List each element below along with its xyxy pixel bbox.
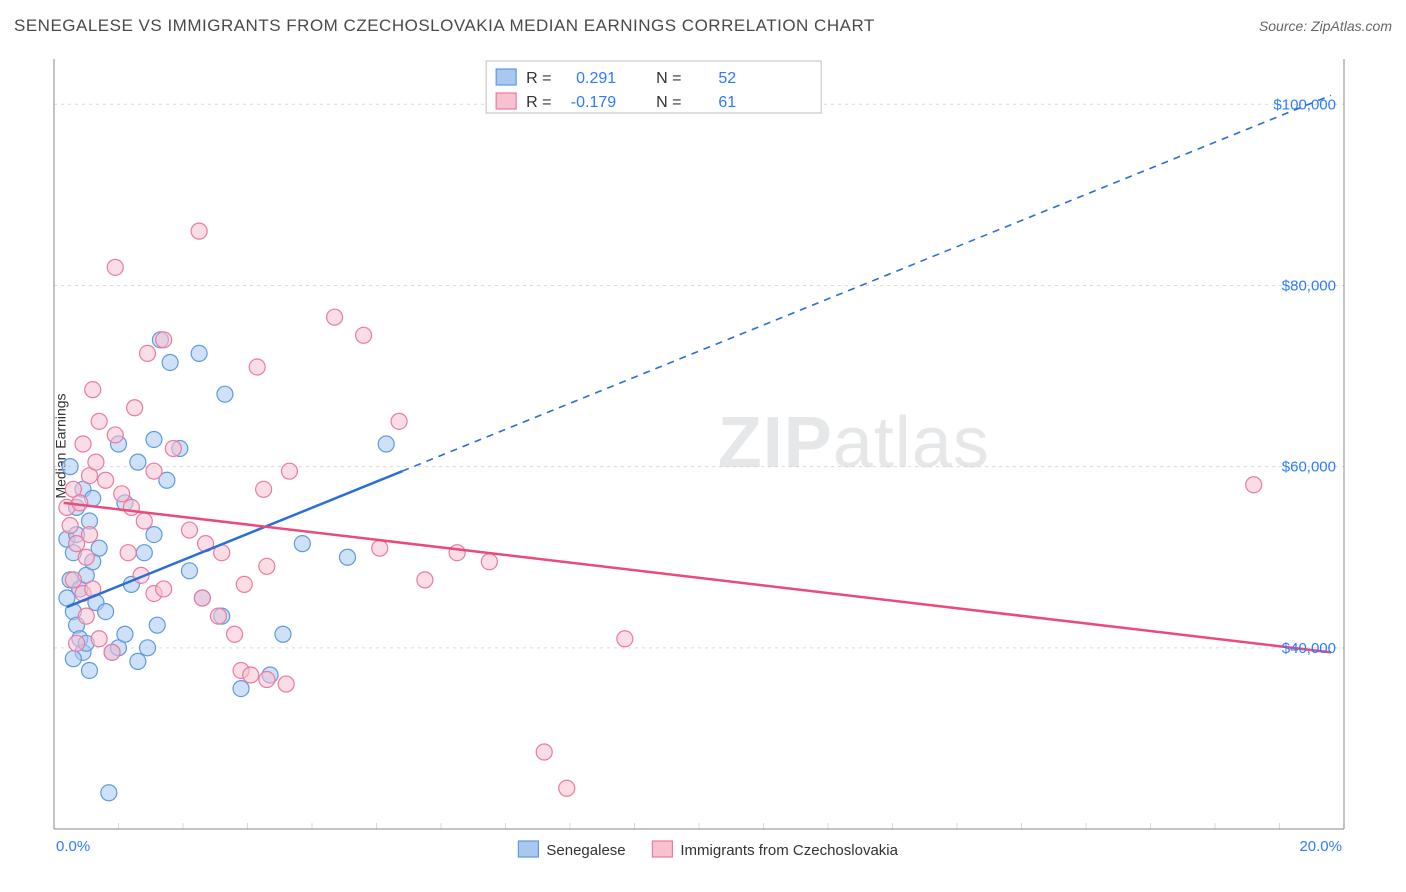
scatter-point [559, 780, 575, 796]
y-tick-label: $100,000 [1273, 96, 1336, 113]
scatter-point [617, 631, 633, 647]
y-tick-label: $60,000 [1282, 459, 1336, 476]
scatter-point [249, 359, 265, 375]
stats-n-label: N = [656, 70, 681, 87]
legend-swatch [518, 841, 538, 857]
chart-header: SENEGALESE VS IMMIGRANTS FROM CZECHOSLOV… [0, 0, 1406, 48]
legend-label: Senegalese [546, 842, 625, 859]
scatter-point [62, 459, 78, 475]
scatter-point [65, 572, 81, 588]
scatter-point [236, 576, 252, 592]
scatter-point [156, 581, 172, 597]
stats-swatch [496, 93, 516, 109]
scatter-point [146, 527, 162, 543]
scatter-point [146, 463, 162, 479]
scatter-chart-svg: ZIPatlas $40,000 $60,000 $80,000 $100,000 0.0… [50, 55, 1390, 885]
scatter-point [294, 536, 310, 552]
stats-r-value: 0.291 [576, 70, 616, 87]
scatter-point [259, 558, 275, 574]
stats-n-value: 61 [718, 94, 736, 111]
scatter-point [81, 527, 97, 543]
x-tick-label: 20.0% [1299, 838, 1342, 855]
scatter-point [417, 572, 433, 588]
chart-title: SENEGALESE VS IMMIGRANTS FROM CZECHOSLOV… [14, 16, 875, 36]
scatter-point [91, 413, 107, 429]
scatter-point [259, 672, 275, 688]
scatter-point [481, 554, 497, 570]
scatter-point [378, 436, 394, 452]
legend-swatch [652, 841, 672, 857]
scatter-point [75, 436, 91, 452]
scatter-point [78, 549, 94, 565]
scatter-point [327, 309, 343, 325]
scatter-point [165, 441, 181, 457]
scatter-point [227, 626, 243, 642]
regression-line [64, 503, 1331, 652]
scatter-point [243, 667, 259, 683]
scatter-point [191, 345, 207, 361]
scatter-point [91, 631, 107, 647]
stats-n-value: 52 [718, 70, 736, 87]
scatter-point [275, 626, 291, 642]
x-tick-label: 0.0% [56, 838, 90, 855]
scatter-point [117, 626, 133, 642]
scatter-point [85, 382, 101, 398]
scatter-point [181, 522, 197, 538]
watermark-text: ZIPatlas [718, 403, 990, 483]
scatter-point [130, 454, 146, 470]
scatter-point [191, 223, 207, 239]
scatter-point [536, 744, 552, 760]
scatter-point [281, 463, 297, 479]
scatter-point [65, 651, 81, 667]
scatter-point [62, 518, 78, 534]
scatter-point [69, 635, 85, 651]
stats-n-label: N = [656, 94, 681, 111]
scatter-point [114, 486, 130, 502]
scatter-point [98, 472, 114, 488]
scatter-point [391, 413, 407, 429]
scatter-point [256, 481, 272, 497]
scatter-point [107, 259, 123, 275]
scatter-point [217, 386, 233, 402]
scatter-point [449, 545, 465, 561]
scatter-point [81, 662, 97, 678]
scatter-point [130, 653, 146, 669]
scatter-point [162, 354, 178, 370]
scatter-point [120, 545, 136, 561]
scatter-point [98, 604, 114, 620]
scatter-point [194, 590, 210, 606]
scatter-point [146, 431, 162, 447]
scatter-point [123, 499, 139, 515]
scatter-point [140, 640, 156, 656]
scatter-point [136, 545, 152, 561]
scatter-point [181, 563, 197, 579]
scatter-point [210, 608, 226, 624]
scatter-point [372, 540, 388, 556]
stats-r-label: R = [526, 70, 551, 87]
scatter-point [107, 427, 123, 443]
scatter-point [127, 400, 143, 416]
scatter-point [356, 327, 372, 343]
scatter-point [140, 345, 156, 361]
scatter-point [136, 513, 152, 529]
scatter-point [88, 454, 104, 470]
scatter-point [104, 644, 120, 660]
stats-swatch [496, 69, 516, 85]
stats-r-label: R = [526, 94, 551, 111]
scatter-point [233, 681, 249, 697]
legend-label: Immigrants from Czechoslovakia [680, 842, 898, 859]
plot-area: ZIPatlas$40,000$60,000$80,000$100,0000.0… [50, 55, 1390, 845]
scatter-point [101, 785, 117, 801]
scatter-point [156, 332, 172, 348]
scatter-point [1246, 477, 1262, 493]
y-tick-label: $40,000 [1282, 640, 1336, 657]
y-tick-label: $80,000 [1282, 277, 1336, 294]
source-attribution: Source: ZipAtlas.com [1259, 18, 1392, 34]
scatter-point [78, 608, 94, 624]
scatter-point [339, 549, 355, 565]
stats-r-value: -0.179 [571, 94, 616, 111]
scatter-point [278, 676, 294, 692]
scatter-point [149, 617, 165, 633]
